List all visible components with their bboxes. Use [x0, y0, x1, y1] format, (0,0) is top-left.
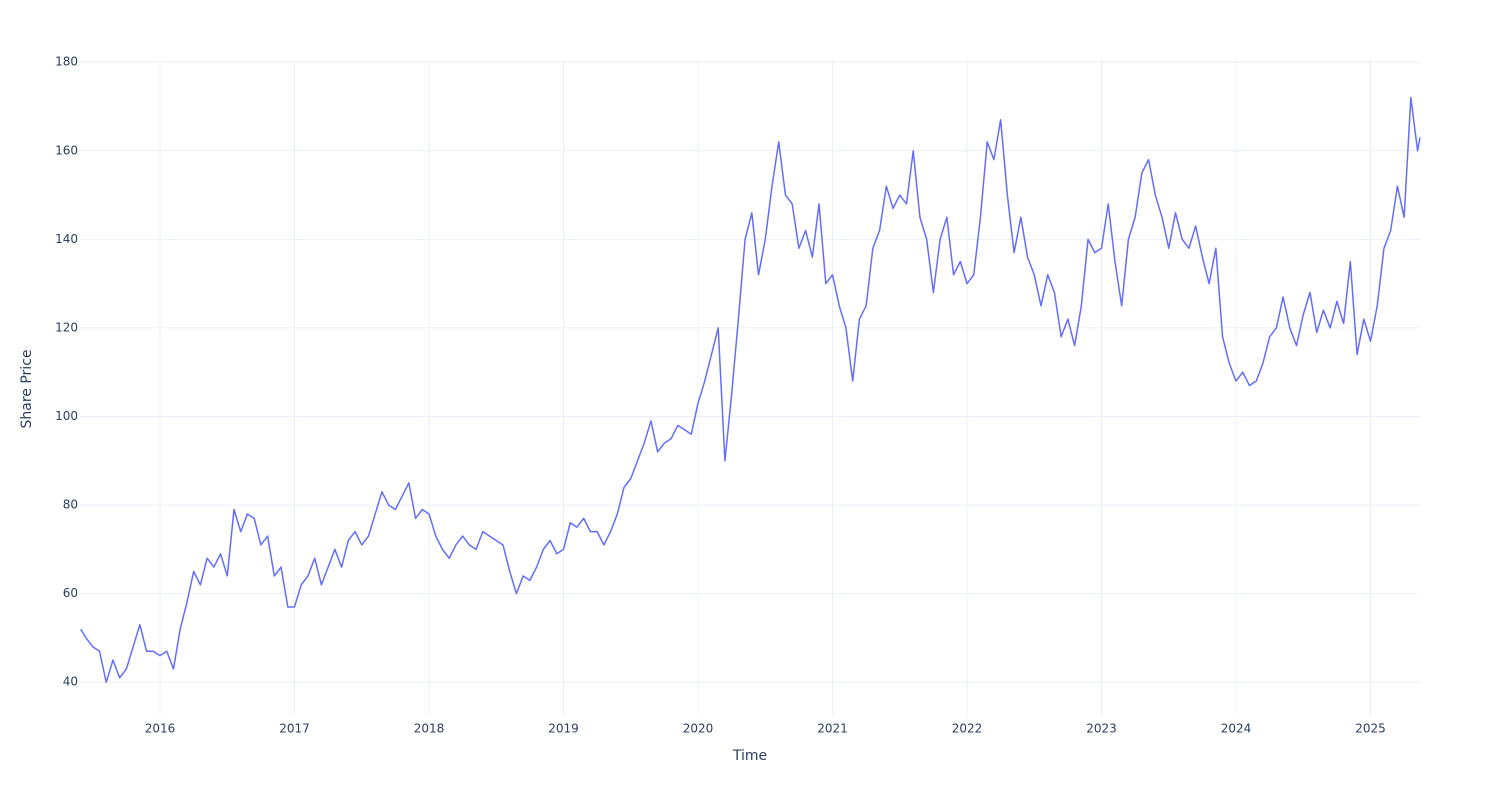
- x-tick-label: 2022: [952, 722, 983, 736]
- x-tick-label: 2025: [1355, 722, 1386, 736]
- x-tick-label: 2020: [683, 722, 714, 736]
- y-tick-label: 160: [55, 143, 78, 157]
- y-tick-label: 120: [55, 320, 78, 334]
- x-tick-label: 2023: [1086, 722, 1117, 736]
- x-tick-label: 2018: [414, 722, 445, 736]
- x-tick-label: 2024: [1221, 722, 1252, 736]
- x-tick-label: 2019: [548, 722, 579, 736]
- y-tick-label: 180: [55, 55, 78, 69]
- x-tick-label: 2017: [279, 722, 310, 736]
- y-tick-label: 40: [63, 675, 78, 689]
- x-tick-label: 2016: [145, 722, 176, 736]
- y-tick-label: 60: [63, 586, 78, 600]
- y-tick-label: 100: [55, 409, 78, 423]
- y-tick-label: 140: [55, 232, 78, 246]
- y-axis-title: Share Price: [19, 349, 35, 428]
- x-axis-title: Time: [732, 748, 767, 764]
- price-line: [80, 96, 1421, 683]
- y-tick-label: 80: [63, 498, 78, 512]
- x-tick-label: 2021: [817, 722, 848, 736]
